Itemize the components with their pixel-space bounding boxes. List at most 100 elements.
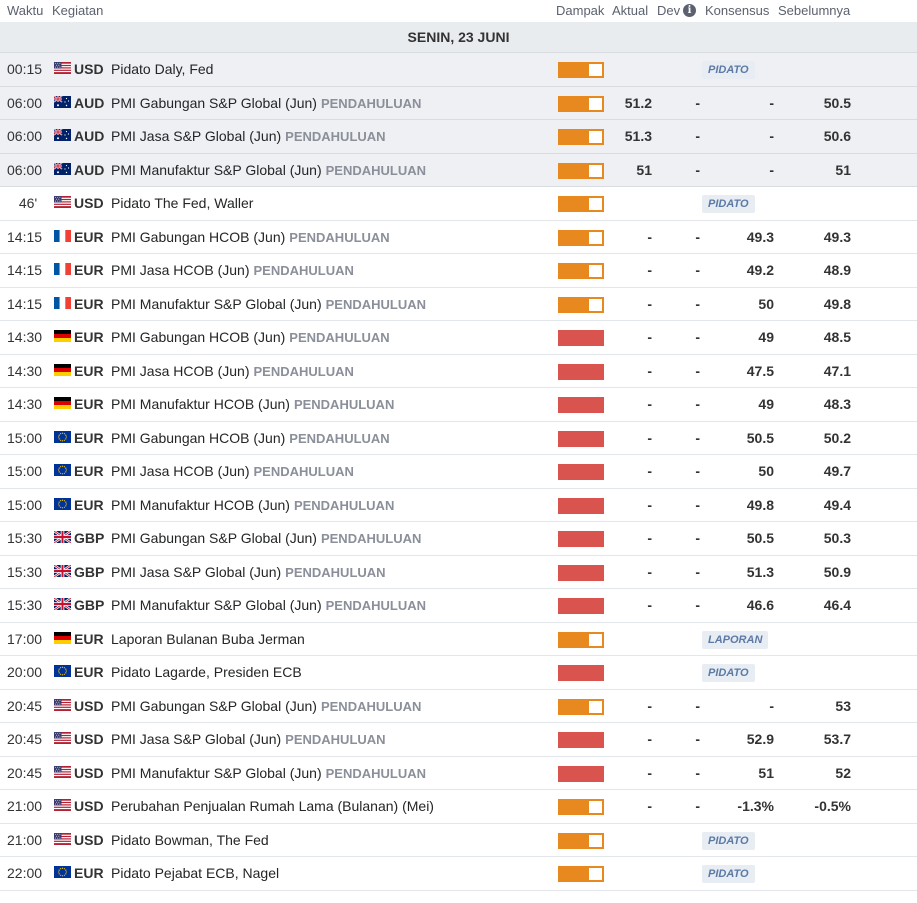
actual-value: -	[647, 563, 652, 580]
event-title[interactable]: PMI Jasa S&P Global (Jun)	[111, 731, 282, 747]
header-dampak[interactable]: Dampak	[556, 3, 605, 18]
event-name[interactable]: Pidato The Fed, Waller	[111, 187, 253, 220]
event-row[interactable]: 15:00 EUR PMI Jasa HCOB (Jun) PENDAHULUAN - -…	[0, 455, 917, 489]
event-name[interactable]: PMI Jasa S&P Global (Jun) PENDAHULUAN	[111, 723, 386, 756]
deviation-value: -	[695, 396, 700, 412]
event-row[interactable]: 46' USD Pidato The Fed, Waller PIDATO	[0, 187, 917, 221]
preliminary-label: PENDAHULUAN	[253, 263, 354, 278]
preliminary-label: PENDAHULUAN	[289, 430, 390, 446]
previous-value: 52	[835, 764, 851, 781]
event-title[interactable]: PMI Manufaktur S&P Global (Jun)	[111, 764, 322, 781]
event-title[interactable]: Pidato Daly, Fed	[111, 61, 214, 77]
event-row[interactable]: 14:30 EUR PMI Jasa HCOB (Jun) PENDAHULUAN - -…	[0, 355, 917, 388]
event-name[interactable]: PMI Gabungan S&P Global (Jun) PENDAHULUAN	[111, 87, 421, 120]
event-title[interactable]: PMI Manufaktur HCOB (Jun)	[111, 396, 290, 412]
event-time: 15:00	[7, 463, 43, 479]
event-name[interactable]: PMI Manufaktur S&P Global (Jun) PENDAHULU…	[111, 154, 426, 187]
event-title[interactable]: Pidato The Fed, Waller	[111, 195, 254, 211]
event-row[interactable]: 15:30 GBP PMI Jasa S&P Global (Jun) PENDAHU…	[0, 556, 917, 589]
event-title[interactable]: PMI Manufaktur S&P Global (Jun)	[111, 597, 322, 613]
event-row[interactable]: 00:15 USD Pidato Daly, Fed PIDATO	[0, 53, 917, 87]
event-title[interactable]: Perubahan Penjualan Rumah Lama (Bulanan)…	[111, 798, 434, 814]
event-title[interactable]: PMI Gabungan HCOB (Jun)	[111, 329, 286, 345]
event-row[interactable]: 20:45 USD PMI Gabungan S&P Global (Jun) PEN…	[0, 690, 917, 723]
event-name[interactable]: Laporan Bulanan Buba Jerman	[111, 623, 305, 656]
event-title[interactable]: PMI Jasa S&P Global (Jun)	[111, 128, 282, 144]
event-title[interactable]: PMI Gabungan S&P Global (Jun)	[111, 530, 317, 546]
header-waktu[interactable]: Waktu	[7, 3, 44, 18]
currency-code: AUD	[74, 94, 105, 111]
event-row[interactable]: 15:00 EUR PMI Gabungan HCOB (Jun) PENDAHULU…	[0, 422, 917, 455]
event-title[interactable]: PMI Manufaktur S&P Global (Jun)	[111, 295, 322, 312]
gb-flag-icon	[54, 564, 71, 577]
event-name[interactable]: Pidato Daly, Fed	[111, 53, 213, 86]
event-row[interactable]: 14:30 EUR PMI Manufaktur HCOB (Jun) PENDAHU…	[0, 388, 917, 422]
deviation-value: -	[695, 128, 700, 144]
event-name[interactable]: PMI Manufaktur S&P Global (Jun) PENDAHULU…	[111, 288, 426, 321]
event-row[interactable]: 15:00 EUR PMI Manufaktur HCOB (Jun) PENDAHU…	[0, 489, 917, 522]
event-name[interactable]: PMI Gabungan S&P Global (Jun) PENDAHULUAN	[111, 522, 421, 555]
event-title[interactable]: PMI Gabungan HCOB (Jun)	[111, 228, 286, 245]
event-row[interactable]: 17:00 EUR Laporan Bulanan Buba Jerman LAPOR…	[0, 623, 917, 656]
event-title[interactable]: Pidato Lagarde, Presiden ECB	[111, 664, 302, 680]
event-title[interactable]: PMI Jasa HCOB (Jun)	[111, 362, 250, 379]
event-row[interactable]: 06:00 AUD PMI Gabungan S&P Global (Jun) PEN…	[0, 86, 917, 120]
event-row[interactable]: 15:30 GBP PMI Gabungan S&P Global (Jun) PEN…	[0, 522, 917, 556]
event-title[interactable]: Pidato Bowman, The Fed	[111, 831, 269, 848]
event-title[interactable]: PMI Gabungan S&P Global (Jun)	[111, 94, 317, 111]
event-name[interactable]: PMI Jasa HCOB (Jun) PENDAHULUAN	[111, 355, 354, 388]
event-name[interactable]: Pidato Lagarde, Presiden ECB	[111, 656, 302, 689]
event-row[interactable]: 14:15 EUR PMI Manufaktur S&P Global (Jun) P…	[0, 288, 917, 321]
event-row[interactable]: 14:15 EUR PMI Jasa HCOB (Jun) PENDAHULUAN - -…	[0, 254, 917, 288]
header-sebelumnya[interactable]: Sebelumnya	[778, 3, 851, 18]
event-row[interactable]: 22:00 EUR Pidato Pejabat ECB, Nagel PIDATO	[0, 857, 917, 891]
impact-medium-bar	[558, 832, 604, 849]
event-row[interactable]: 20:00 EUR Pidato Lagarde, Presiden ECB PIDA…	[0, 656, 917, 690]
actual-value: -	[647, 496, 652, 513]
event-row[interactable]: 20:45 USD PMI Jasa S&P Global (Jun) PENDAHU…	[0, 723, 917, 757]
event-row[interactable]: 14:30 EUR PMI Gabungan HCOB (Jun) PENDAHULU…	[0, 321, 917, 355]
event-name[interactable]: PMI Manufaktur S&P Global (Jun) PENDAHULU…	[111, 589, 426, 622]
consensus-value: 50	[758, 295, 774, 312]
event-row[interactable]: 06:00 AUD PMI Jasa S&P Global (Jun) PENDAHU…	[0, 120, 917, 154]
event-name[interactable]: PMI Gabungan HCOB (Jun) PENDAHULUAN	[111, 422, 390, 455]
event-row[interactable]: 21:00 USD Pidato Bowman, The Fed PIDATO	[0, 824, 917, 857]
event-title[interactable]: PMI Jasa HCOB (Jun)	[111, 262, 250, 278]
consensus-value: 49.8	[746, 496, 774, 513]
event-row[interactable]: 20:45 USD PMI Manufaktur S&P Global (Jun) P…	[0, 757, 917, 790]
event-title[interactable]: Laporan Bulanan Buba Jerman	[111, 630, 305, 647]
event-name[interactable]: PMI Jasa HCOB (Jun) PENDAHULUAN	[111, 254, 354, 287]
header-aktual[interactable]: Aktual	[612, 3, 649, 18]
consensus-value: 46.6	[746, 597, 774, 613]
event-name[interactable]: Pidato Bowman, The Fed	[111, 824, 269, 857]
header-kegiatan[interactable]: Kegiatan	[52, 3, 104, 18]
event-title[interactable]: PMI Gabungan HCOB (Jun)	[111, 429, 286, 446]
event-name[interactable]: PMI Jasa HCOB (Jun) PENDAHULUAN	[111, 455, 354, 488]
event-title[interactable]: PMI Manufaktur HCOB (Jun)	[111, 496, 290, 513]
header-dev[interactable]: Dev	[657, 3, 681, 18]
event-name[interactable]: PMI Jasa S&P Global (Jun) PENDAHULUAN	[111, 120, 386, 153]
event-name[interactable]: PMI Manufaktur HCOB (Jun) PENDAHULUAN	[111, 388, 394, 421]
event-name[interactable]: PMI Manufaktur S&P Global (Jun) PENDAHULU…	[111, 757, 426, 790]
event-title[interactable]: PMI Jasa S&P Global (Jun)	[111, 563, 282, 580]
header-konsensus[interactable]: Konsensus	[705, 3, 770, 18]
event-row[interactable]: 06:00 AUD PMI Manufaktur S&P Global (Jun) P…	[0, 153, 917, 187]
event-title[interactable]: PMI Manufaktur S&P Global (Jun)	[111, 161, 322, 178]
event-row[interactable]: 15:30 GBP PMI Manufaktur S&P Global (Jun) P…	[0, 589, 917, 623]
actual-value: -	[647, 396, 652, 412]
info-icon[interactable]: i	[683, 4, 696, 17]
event-title[interactable]: Pidato Pejabat ECB, Nagel	[111, 865, 280, 881]
event-name[interactable]: PMI Gabungan HCOB (Jun) PENDAHULUAN	[111, 221, 390, 254]
de-flag-icon	[54, 330, 71, 342]
event-title[interactable]: PMI Gabungan S&P Global (Jun)	[111, 697, 317, 714]
event-title[interactable]: PMI Jasa HCOB (Jun)	[111, 463, 250, 479]
event-name[interactable]: Pidato Pejabat ECB, Nagel	[111, 857, 279, 890]
event-name[interactable]: PMI Jasa S&P Global (Jun) PENDAHULUAN	[111, 556, 386, 589]
event-name[interactable]: Perubahan Penjualan Rumah Lama (Bulanan)…	[111, 790, 434, 823]
event-row[interactable]: 14:15 EUR PMI Gabungan HCOB (Jun) PENDAHULU…	[0, 221, 917, 254]
event-name[interactable]: PMI Gabungan HCOB (Jun) PENDAHULUAN	[111, 321, 390, 354]
event-name[interactable]: PMI Manufaktur HCOB (Jun) PENDAHULUAN	[111, 489, 394, 522]
event-name[interactable]: PMI Gabungan S&P Global (Jun) PENDAHULUAN	[111, 690, 421, 723]
event-row[interactable]: 21:00 USD Perubahan Penjualan Rumah Lama (…	[0, 790, 917, 824]
consensus-value: -	[769, 94, 774, 111]
